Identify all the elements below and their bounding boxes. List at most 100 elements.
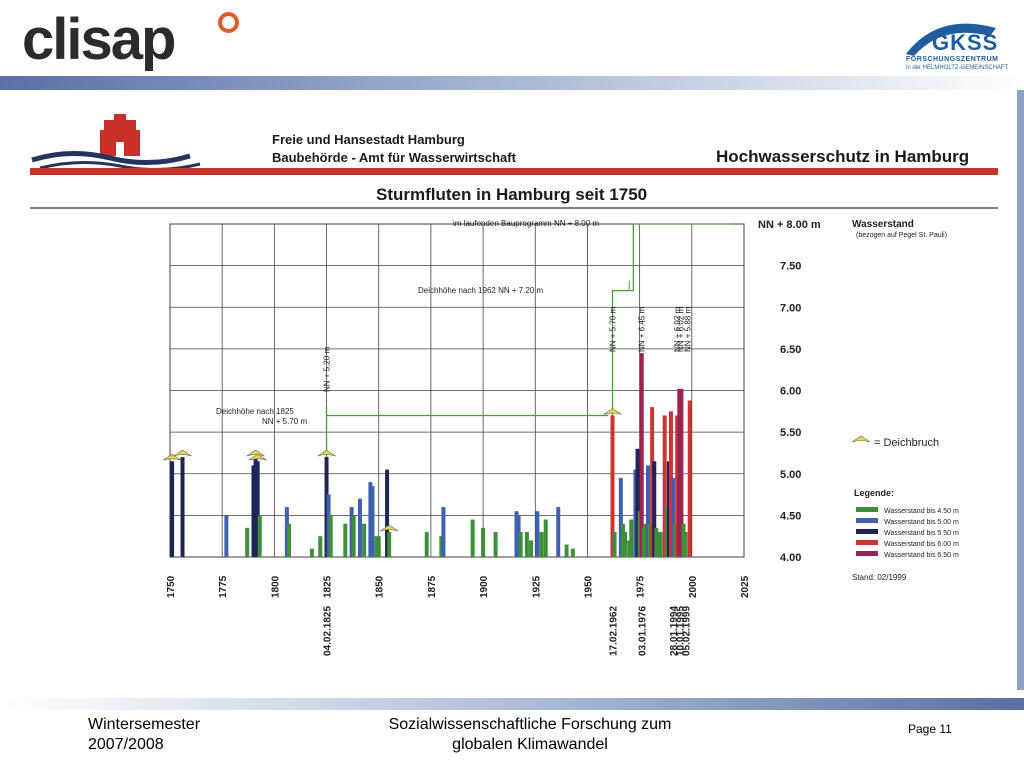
legend-entry: Wasserstand bis 5.00 m [884, 519, 959, 526]
surge-bar [620, 523, 625, 557]
surge-bar [612, 532, 617, 557]
surge-bar [677, 388, 682, 557]
y-tick-label: 7.50 [780, 261, 801, 273]
chart-legend: = Deichbruch Legende: Wasserstand bis 4.50… [851, 435, 959, 582]
legend-entry: Wasserstand bis 6.50 m [884, 552, 959, 559]
header-red-rule [30, 168, 998, 175]
deichbruch-marker [317, 449, 336, 457]
event-date-label: 03.01.1976 [638, 606, 649, 656]
deichbruch-legend-icon [851, 435, 871, 443]
surge-bar [683, 532, 688, 557]
deichbruch-marker [162, 453, 182, 461]
surge-bar [543, 519, 548, 557]
surge-bar [681, 523, 686, 557]
surge-bar [564, 544, 569, 557]
deichbruch-marker [246, 449, 265, 457]
surge-bar [362, 523, 367, 557]
x-tick-label: 1750 [166, 575, 177, 598]
surge-bar [318, 536, 323, 557]
y-top-label: NN + 8.00 m [758, 219, 821, 231]
surge-bar [673, 523, 678, 557]
hamburg-coat-of-arms-icon [31, 114, 201, 172]
surge-bar [529, 540, 534, 557]
surge-bar [349, 507, 354, 557]
surge-bar [539, 532, 544, 557]
surge-bar [439, 536, 444, 557]
stand-label: Stand: 02/1999 [852, 573, 907, 582]
gkss-logo-subtitle: FORSCHUNGSZENTRUM [906, 56, 999, 63]
vertical-annotation: NN + 5.70 m [609, 307, 618, 352]
event-date-label: 17.02.1962 [609, 606, 620, 656]
x-tick-label: 1825 [323, 575, 334, 598]
x-tick-label: 1850 [375, 575, 386, 598]
legend-swatch [856, 507, 878, 512]
y-tick-label: 6.00 [780, 386, 801, 398]
surge-bar [662, 415, 667, 557]
surge-bars [170, 353, 692, 557]
surge-bar [368, 482, 373, 557]
surge-bar [424, 532, 429, 557]
dike-level-1962-line [611, 223, 734, 416]
clisap-logo: clisap [22, 7, 176, 72]
y-tick-label: 7.00 [780, 302, 801, 314]
surge-bar [618, 477, 623, 557]
surge-bar [286, 523, 291, 557]
y-tick-label: 6.50 [780, 344, 801, 356]
surge-bar [627, 540, 632, 557]
deichbruch-markers [162, 408, 622, 532]
bauprogramm-label: im laufenden Bauprogramm NN + 8.00 m [453, 219, 599, 228]
surge-bar [255, 461, 260, 557]
y-tick-label: 5.00 [780, 469, 801, 481]
x-tick-label: 2025 [740, 575, 751, 598]
surge-bar [629, 519, 634, 557]
surge-bar [654, 527, 659, 557]
surge-bar [679, 388, 684, 557]
gkss-logo-arc [906, 23, 996, 56]
surge-bar [170, 461, 175, 557]
footer-semester: Wintersemester 2007/2008 [88, 716, 201, 753]
surge-bar [687, 400, 692, 557]
legend-entry: Wasserstand bis 5.50 m [884, 530, 959, 537]
y-tick-label: 4.00 [780, 552, 801, 564]
legend-swatch [856, 551, 878, 556]
surge-bar [357, 498, 362, 557]
storm-surge-chart: Freie und Hansestadt Hamburg Baubehörde … [30, 114, 998, 656]
deichbruch-legend-label: = Deichbruch [874, 437, 939, 449]
y-axis-label: Wasserstand [852, 219, 914, 230]
x-tick-label: 1775 [218, 575, 229, 598]
surge-bar [253, 457, 258, 557]
surge-bar [666, 461, 671, 557]
page-number: Page 11 [908, 722, 952, 736]
x-tick-label: 1900 [479, 575, 490, 598]
vertical-annotation: NN + 5.20 m [323, 347, 332, 392]
legend-swatch [856, 518, 878, 523]
surge-bar [481, 527, 486, 557]
surge-bar [635, 448, 640, 557]
footer-course-title: Sozialwissenschaftliche Forschung zum gl… [388, 716, 672, 753]
x-tick-label: 1800 [270, 575, 281, 598]
y-tick-label: 5.50 [780, 427, 801, 439]
surge-bar [351, 515, 356, 557]
event-date-label: 10.01.1995 [675, 606, 686, 656]
surge-bar [374, 536, 379, 557]
axis-labels: 1750 1775 1800 1825 1850 1875 1900 1925 1950 1975… [166, 219, 947, 656]
surge-bar [518, 532, 523, 557]
surge-bar [224, 515, 229, 557]
surge-bar [514, 511, 519, 557]
legend-entry: Wasserstand bis 6.00 m [884, 541, 959, 548]
surge-bar [623, 532, 628, 557]
surge-bar [556, 507, 561, 557]
event-date-label: 04.02.1825 [323, 606, 334, 656]
event-date-label: 28.01.1994 [669, 606, 680, 656]
surge-bar [343, 523, 348, 557]
surge-bar [493, 532, 498, 557]
surge-bar [610, 415, 615, 557]
surge-bar [180, 457, 185, 557]
vertical-annotation: NN + 6.45 m [638, 307, 647, 352]
surge-bar [470, 519, 475, 557]
surge-bar [675, 415, 680, 557]
surge-bar [671, 477, 676, 557]
surge-bar [645, 465, 650, 557]
deich-1825-level-label: NN + 5.70 m [262, 417, 307, 426]
deich-1962-label: Deichhöhe nach 1962 NN + 7.20 m [418, 286, 544, 295]
